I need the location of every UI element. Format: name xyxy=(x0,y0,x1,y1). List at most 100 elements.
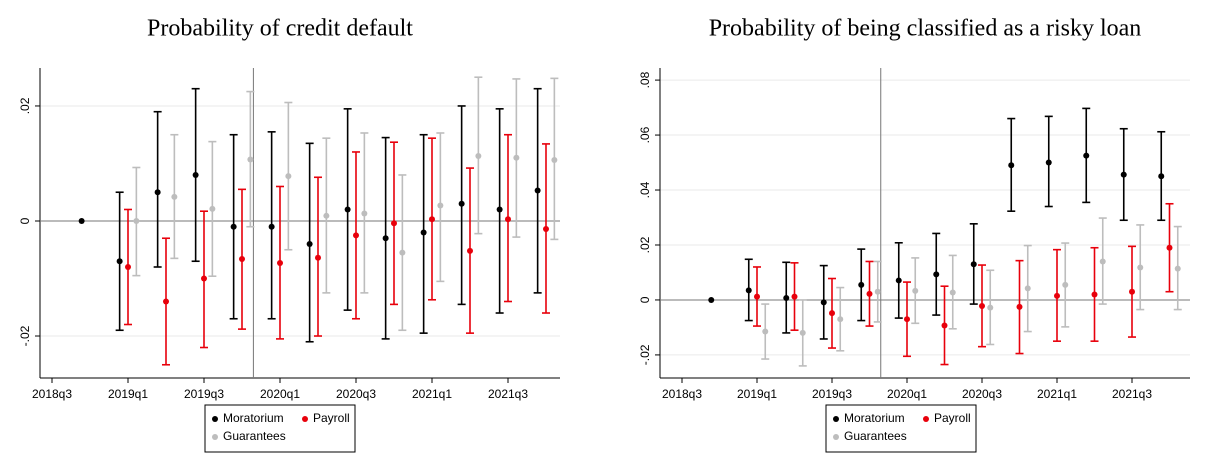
point xyxy=(1024,285,1031,292)
point xyxy=(895,277,902,284)
point xyxy=(874,288,881,295)
point xyxy=(496,206,503,213)
point xyxy=(1045,159,1052,166)
legend-marker xyxy=(833,416,839,422)
point xyxy=(125,263,131,270)
y-tick-label: .04 xyxy=(638,181,652,198)
point xyxy=(979,302,985,309)
point xyxy=(437,202,444,209)
point xyxy=(1158,173,1165,180)
point xyxy=(1016,303,1023,310)
point xyxy=(1129,288,1135,295)
point xyxy=(171,193,178,200)
point xyxy=(970,261,977,268)
point xyxy=(754,293,760,300)
x-tick-label: 2020q1 xyxy=(260,387,300,401)
point xyxy=(361,210,368,217)
x-tick-label: 2021q3 xyxy=(1112,387,1152,401)
point xyxy=(783,295,790,302)
point xyxy=(858,281,865,288)
point xyxy=(762,328,769,335)
point xyxy=(987,304,994,311)
point xyxy=(353,232,359,239)
legend-box xyxy=(204,404,356,453)
point xyxy=(344,206,351,213)
chart-title: Probability of being classified as a ris… xyxy=(709,16,1142,42)
x-tick-label: 2019q1 xyxy=(737,387,777,401)
point xyxy=(1166,244,1173,251)
x-tick-label: 2021q1 xyxy=(1037,387,1077,401)
y-tick-label: .06 xyxy=(638,126,652,143)
point xyxy=(745,287,752,294)
x-tick-label: 2018q3 xyxy=(32,387,72,401)
x-tick-label: 2020q1 xyxy=(887,387,927,401)
y-tick-label: .08 xyxy=(638,71,652,88)
point xyxy=(133,217,140,224)
point xyxy=(949,289,956,296)
y-tick-label: .02 xyxy=(638,236,652,253)
point xyxy=(285,173,292,180)
legend-label: Payroll xyxy=(934,411,971,425)
point xyxy=(799,329,806,336)
point xyxy=(306,240,313,247)
x-tick-label: 2019q3 xyxy=(812,387,852,401)
point xyxy=(866,290,873,297)
y-tick-label: -.02 xyxy=(638,344,652,365)
point xyxy=(941,322,948,329)
point xyxy=(230,223,237,230)
x-tick-label: 2021q1 xyxy=(412,387,452,401)
point xyxy=(163,298,169,305)
point xyxy=(420,229,427,236)
point xyxy=(708,296,715,303)
point xyxy=(399,249,406,256)
point xyxy=(837,316,844,323)
legend-marker xyxy=(923,416,929,422)
point xyxy=(829,310,835,317)
point xyxy=(933,271,940,278)
x-tick-label: 2021q3 xyxy=(488,387,528,401)
y-tick-label: 0 xyxy=(18,217,32,224)
legend-label: Moratorium xyxy=(844,411,905,425)
point xyxy=(391,220,397,227)
point xyxy=(1137,264,1144,271)
point xyxy=(315,254,321,261)
point xyxy=(1120,171,1127,178)
x-tick-label: 2020q3 xyxy=(336,387,376,401)
point xyxy=(1054,292,1060,299)
legend-label: Guarantees xyxy=(223,429,286,443)
point xyxy=(513,154,520,161)
point xyxy=(268,223,275,230)
point xyxy=(192,171,199,178)
legend-box xyxy=(825,404,977,453)
point xyxy=(551,157,558,164)
legend-label: Payroll xyxy=(313,411,350,425)
point xyxy=(467,247,473,254)
legend-marker xyxy=(212,416,218,422)
point xyxy=(209,205,216,212)
point xyxy=(1099,258,1106,265)
point xyxy=(1174,265,1181,272)
point xyxy=(1008,162,1015,169)
legend-label: Guarantees xyxy=(844,429,907,443)
point xyxy=(820,299,827,306)
y-tick-label: 0 xyxy=(638,296,652,303)
point xyxy=(116,258,123,265)
y-tick-label: .02 xyxy=(18,97,32,114)
x-tick-label: 2020q3 xyxy=(962,387,1002,401)
point xyxy=(791,293,798,300)
point xyxy=(475,152,482,159)
legend-marker xyxy=(833,434,839,440)
point xyxy=(1083,152,1090,159)
point xyxy=(154,189,161,196)
point xyxy=(429,216,435,223)
chart-title: Probability of credit default xyxy=(147,16,413,42)
point xyxy=(382,235,389,242)
point xyxy=(904,316,910,323)
point xyxy=(458,200,465,207)
legend-marker xyxy=(302,416,308,422)
point xyxy=(1062,281,1069,288)
legend-marker xyxy=(212,434,218,440)
point xyxy=(505,216,511,223)
